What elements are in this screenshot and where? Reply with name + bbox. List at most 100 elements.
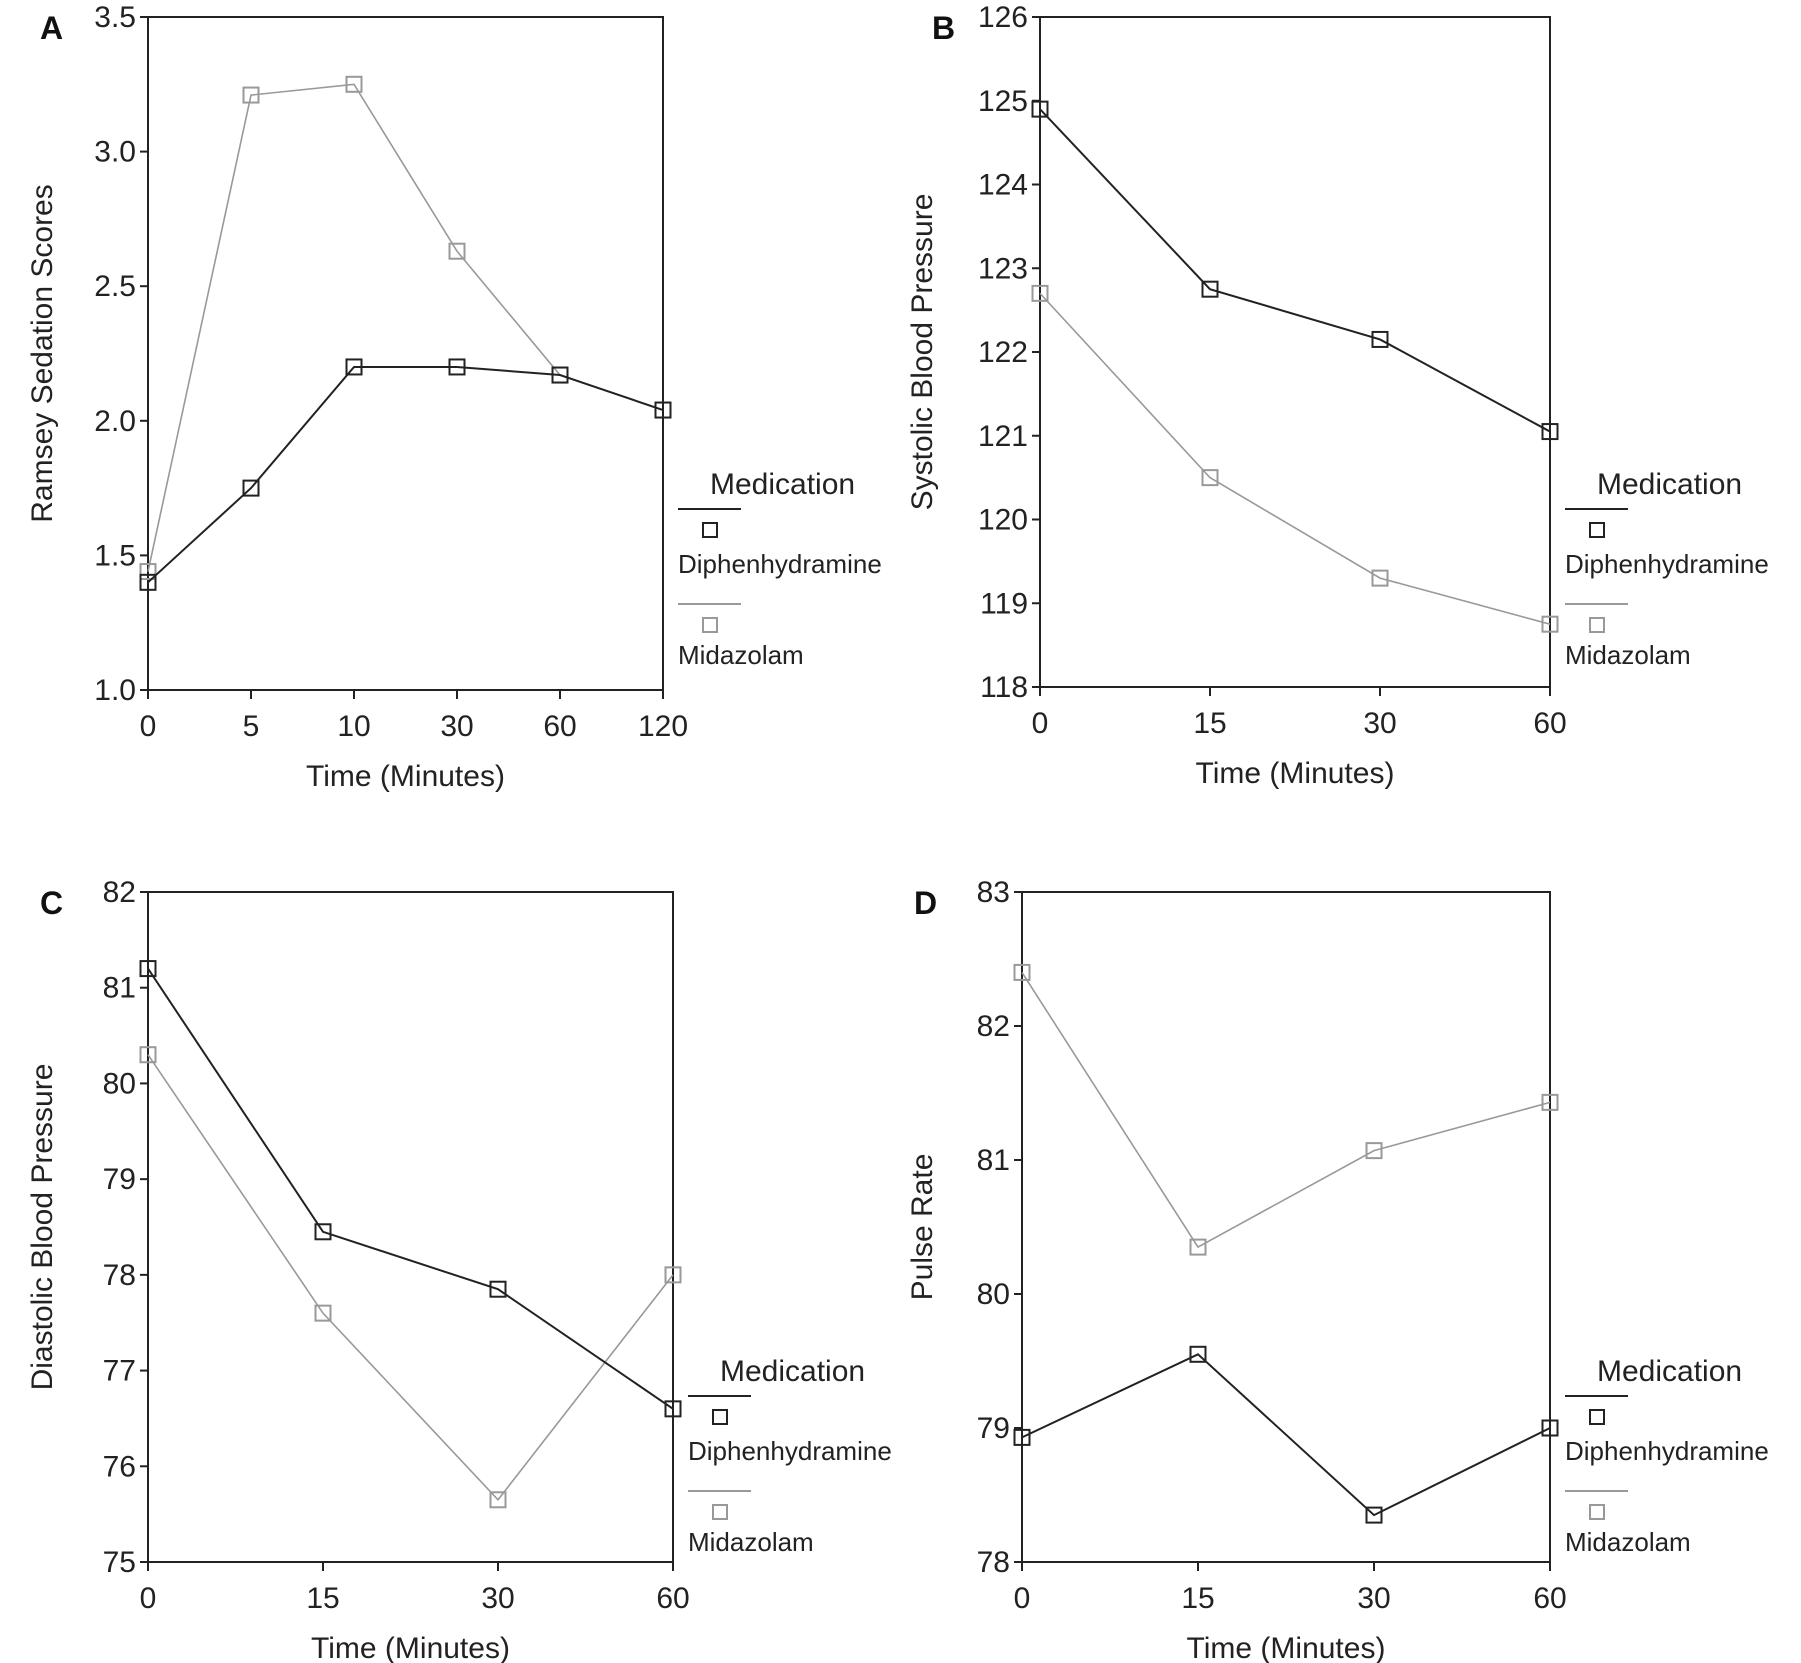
data-point-marker xyxy=(1013,1428,1031,1446)
y-tick-label: 79 xyxy=(103,1163,136,1196)
y-tick-label: 80 xyxy=(977,1278,1010,1311)
data-point-marker xyxy=(314,1223,332,1241)
y-tick-label: 121 xyxy=(978,420,1028,453)
x-tick-label: 120 xyxy=(638,710,688,743)
legend-marker xyxy=(702,522,718,538)
y-tick-label: 125 xyxy=(978,85,1028,118)
y-tick-label: 3.5 xyxy=(94,1,136,34)
data-point-marker xyxy=(654,401,672,419)
legend-marker xyxy=(1589,617,1605,633)
x-axis-label: Time (Minutes) xyxy=(1196,757,1395,790)
y-tick-label: 75 xyxy=(103,1546,136,1579)
series-midazolam xyxy=(139,75,672,581)
plot-frame xyxy=(1021,891,1551,1563)
data-point-marker xyxy=(448,358,466,376)
y-tick-label: 124 xyxy=(978,169,1028,202)
series-diphenhydramine xyxy=(1013,1345,1559,1524)
legend-title: Medication xyxy=(1597,468,1742,501)
panel-label: C xyxy=(40,885,63,921)
panel-label: D xyxy=(914,885,937,921)
data-point-marker xyxy=(1365,1506,1383,1524)
x-tick-label: 30 xyxy=(481,1582,514,1615)
data-point-marker xyxy=(1371,330,1389,348)
series-diphenhydramine xyxy=(139,358,672,591)
legend-entry: Midazolam xyxy=(1565,1527,1691,1557)
x-tick-label: 5 xyxy=(243,710,260,743)
y-axis-label: Ramsey Sedation Scores xyxy=(26,184,59,523)
legend-entry: Midazolam xyxy=(678,640,804,670)
y-axis-label: Systolic Blood Pressure xyxy=(906,194,939,511)
series-line xyxy=(147,1054,674,1502)
x-tick-label: 30 xyxy=(1357,1582,1390,1615)
x-tick-label: 0 xyxy=(1014,1582,1031,1615)
data-point-marker xyxy=(664,1400,682,1418)
x-tick-label: 10 xyxy=(337,710,370,743)
data-point-marker xyxy=(139,1046,157,1064)
plot-frame xyxy=(147,891,674,1563)
y-tick-label: 79 xyxy=(977,1412,1010,1445)
x-axis-label: Time (Minutes) xyxy=(306,760,505,793)
data-point-marker xyxy=(1541,1419,1559,1437)
x-tick-label: 60 xyxy=(543,710,576,743)
data-point-marker xyxy=(1031,284,1049,302)
series-line xyxy=(147,968,674,1410)
series-line xyxy=(1021,971,1551,1249)
legend-marker xyxy=(712,1504,728,1520)
y-tick-label: 2.5 xyxy=(94,270,136,303)
y-tick-label: 77 xyxy=(103,1355,136,1388)
legend-title: Medication xyxy=(720,1355,865,1388)
x-tick-label: 30 xyxy=(440,710,473,743)
y-tick-label: 82 xyxy=(103,876,136,909)
data-point-marker xyxy=(1201,280,1219,298)
x-tick-label: 30 xyxy=(1363,707,1396,740)
y-tick-label: 120 xyxy=(978,504,1028,537)
data-point-marker xyxy=(1541,615,1559,633)
y-tick-label: 78 xyxy=(103,1259,136,1292)
series-line xyxy=(1039,108,1551,433)
plot-frame xyxy=(147,16,664,691)
legend-marker xyxy=(712,1409,728,1425)
legend-entry: Midazolam xyxy=(1565,640,1691,670)
x-tick-label: 0 xyxy=(140,710,157,743)
x-tick-label: 60 xyxy=(656,1582,689,1615)
data-point-marker xyxy=(139,563,157,581)
data-point-marker xyxy=(1201,469,1219,487)
data-point-marker xyxy=(314,1304,332,1322)
panel-d: D 78 79 80 81 82 83 0 15 30 60 Time (Minutes) Pulse … xyxy=(906,876,1769,1663)
legend: Medication Diphenhydramine Midazolam xyxy=(688,1355,892,1557)
y-tick-label: 126 xyxy=(978,1,1028,34)
data-point-marker xyxy=(1189,1345,1207,1363)
legend: Medication Diphenhydramine Midazolam xyxy=(678,468,882,670)
series-line xyxy=(147,365,664,584)
series-line xyxy=(1039,292,1551,625)
y-tick-label: 1.0 xyxy=(94,674,136,707)
y-tick-label: 122 xyxy=(978,336,1028,369)
legend-entry: Diphenhydramine xyxy=(1565,1436,1769,1466)
legend-entry: Diphenhydramine xyxy=(688,1436,892,1466)
legend-marker xyxy=(702,617,718,633)
data-point-marker xyxy=(242,86,260,104)
series-midazolam xyxy=(1031,284,1559,633)
panel-label: A xyxy=(40,10,63,46)
data-point-marker xyxy=(664,1266,682,1284)
series-line xyxy=(1021,1353,1551,1517)
plot-frame xyxy=(1039,16,1551,688)
data-point-marker xyxy=(551,366,569,384)
x-tick-label: 60 xyxy=(1533,707,1566,740)
y-axis-label: Diastolic Blood Pressure xyxy=(26,1064,59,1391)
series-line xyxy=(147,83,664,572)
data-point-marker xyxy=(1013,963,1031,981)
y-tick-label: 123 xyxy=(978,252,1028,285)
series-midazolam xyxy=(1013,963,1559,1256)
data-point-marker xyxy=(1541,1093,1559,1111)
y-tick-label: 2.0 xyxy=(94,405,136,438)
x-tick-label: 60 xyxy=(1533,1582,1566,1615)
data-point-marker xyxy=(345,358,363,376)
series-diphenhydramine xyxy=(139,960,682,1418)
legend-title: Medication xyxy=(710,468,855,501)
x-tick-label: 0 xyxy=(140,1582,157,1615)
panel-c: C 75 76 77 78 79 80 81 82 0 15 30 60 Time (Minutes) Di… xyxy=(26,876,892,1663)
x-tick-label: 0 xyxy=(1032,707,1049,740)
data-point-marker xyxy=(242,479,260,497)
legend-entry: Diphenhydramine xyxy=(1565,549,1769,579)
